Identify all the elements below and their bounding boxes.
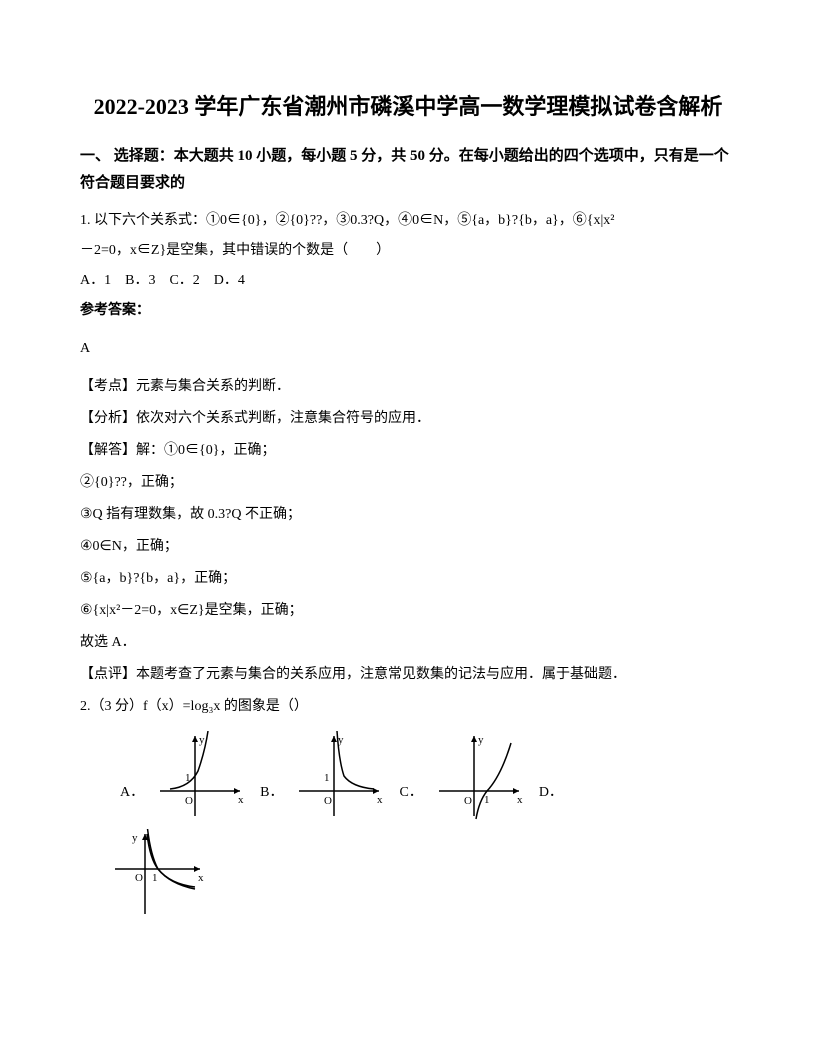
- q1-text-2: －2=0，x∈Z}是空集，其中错误的个数是（ ）: [80, 237, 736, 265]
- section-header: 一、 选择题：本大题共 10 小题，每小题 5 分，共 50 分。在每小题给出的…: [80, 143, 736, 197]
- origin-label: O: [135, 872, 143, 884]
- origin-label: O: [464, 795, 472, 807]
- graph-a-item: A． y x 1 O: [120, 731, 250, 821]
- graph-c-chart: y x 1 O: [429, 731, 529, 821]
- q1-sol-8: ⑥{x|x²－2=0，x∈Z}是空集，正确；: [80, 597, 736, 625]
- q1-sol-3: 【解答】解：①0∈{0}，正确；: [80, 437, 736, 465]
- q1-sol-2: 【分析】依次对六个关系式判断，注意集合符号的应用．: [80, 405, 736, 433]
- q1-sol-10: 【点评】本题考查了元素与集合的关系应用，注意常见数集的记法与应用．属于基础题．: [80, 661, 736, 689]
- q1-text-1: 1. 以下六个关系式：①0∈{0}，②{0}??，③0.3?Q，④0∈N，⑤{a…: [80, 207, 736, 235]
- graph-c-item: C． y x 1 O: [399, 731, 528, 821]
- tick-1-label: 1: [185, 772, 191, 784]
- graph-d-chart: y x 1 O: [110, 829, 210, 919]
- axis-x-label: x: [517, 794, 523, 806]
- answer-label: 参考答案：: [80, 297, 736, 325]
- q1-sol-4: ②{0}??，正确；: [80, 469, 736, 497]
- page-title: 2022-2023 学年广东省潮州市磷溪中学高一数学理模拟试卷含解析: [80, 90, 736, 123]
- q1-options: A．1 B．3 C．2 D．4: [80, 267, 736, 295]
- q1-sol-6: ④0∈N，正确；: [80, 533, 736, 561]
- q1-sol-7: ⑤{a，b}?{b，a}，正确；: [80, 565, 736, 593]
- axis-x-label: x: [377, 794, 383, 806]
- q2-text: 2.（3 分）f（x）=log₃x 的图象是（）: [80, 693, 736, 721]
- q1-answer: A: [80, 335, 736, 363]
- axis-y-label: y: [132, 832, 138, 844]
- axis-x-label: x: [198, 872, 204, 884]
- graph-b-chart: y x 1 O: [289, 731, 389, 821]
- tick-1-label: 1: [324, 772, 330, 784]
- axis-y-label: y: [478, 734, 484, 746]
- graph-b-item: B． y x 1 O: [260, 731, 389, 821]
- option-b-label: B．: [260, 781, 283, 821]
- q1-sol-9: 故选 A．: [80, 629, 736, 657]
- origin-label: O: [324, 795, 332, 807]
- option-c-label: C．: [399, 781, 422, 821]
- axis-x-label: x: [238, 794, 244, 806]
- axis-y-label: y: [338, 734, 344, 746]
- option-d-label: D．: [539, 781, 563, 821]
- tick-1-label: 1: [484, 794, 490, 806]
- graph-a-chart: y x 1 O: [150, 731, 250, 821]
- option-a-label: A．: [120, 781, 144, 821]
- q1-sol-5: ③Q 指有理数集，故 0.3?Q 不正确；: [80, 501, 736, 529]
- axis-y-label: y: [199, 734, 205, 746]
- q1-sol-1: 【考点】元素与集合关系的判断．: [80, 373, 736, 401]
- tick-1-label: 1: [152, 872, 158, 884]
- origin-label: O: [185, 795, 193, 807]
- q2-graph-row-1: A． y x 1 O B． y x 1 O C．: [80, 731, 736, 821]
- q2-graph-row-2: y x 1 O: [80, 829, 736, 924]
- graph-d-item: D．: [539, 781, 569, 821]
